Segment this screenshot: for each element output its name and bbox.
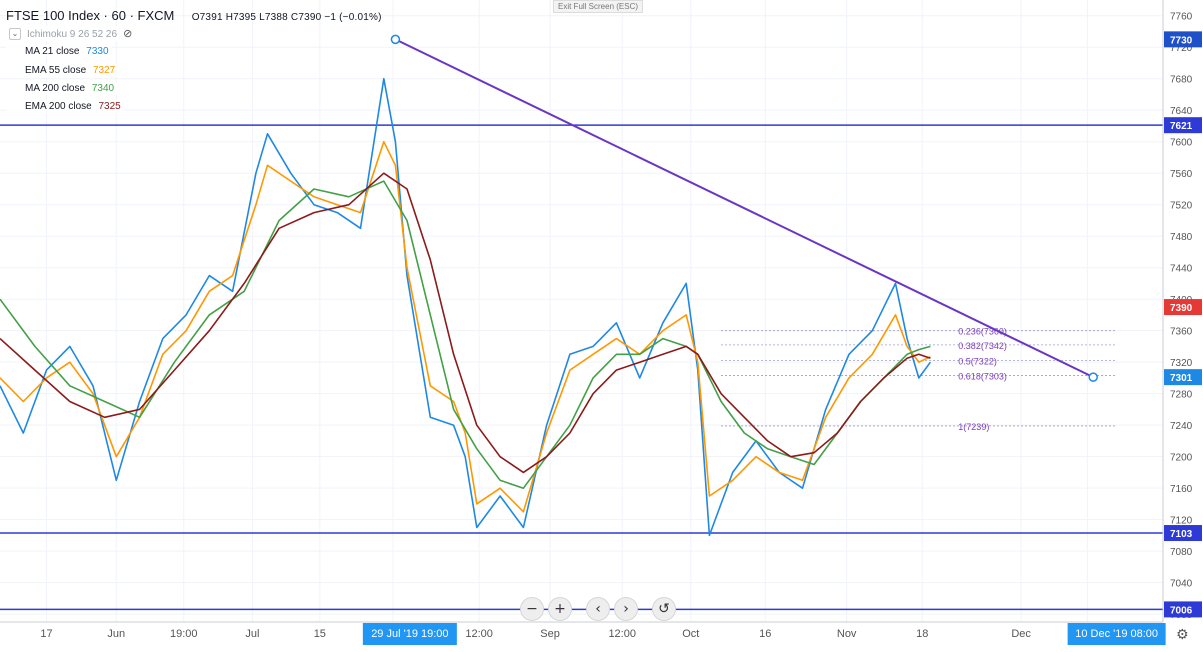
time-tick-label: 17	[40, 628, 52, 640]
ohlc-readout: O7391 H7395 L7388 C7390 −1 (−0.01%)	[191, 12, 382, 23]
scroll-left-button[interactable]: ‹	[586, 597, 610, 621]
indicator-label: EMA 55 close	[25, 65, 87, 76]
price-tick-label: 7320	[1170, 358, 1193, 369]
trendline[interactable]	[390, 34, 1098, 382]
price-tick-label: 7440	[1170, 264, 1193, 275]
price-tick-label: 7600	[1170, 138, 1193, 149]
price-tick-label: 7560	[1170, 169, 1193, 180]
time-badge: 10 Dec '19 08:00	[1075, 628, 1158, 640]
time-tick-label: 16	[759, 628, 771, 640]
chevron-down-icon[interactable]: ⌄	[9, 28, 21, 41]
time-tick-label: 18	[916, 628, 928, 640]
level-price-badge-bg	[1164, 525, 1202, 542]
exit-fullscreen-button[interactable]: Exit Full Screen (ESC)	[553, 0, 644, 13]
fib-level-label: 0.382(7342)	[958, 341, 1007, 351]
zoom-in-button[interactable]: +	[548, 597, 572, 621]
chart-navigation: − + ‹ › ↺	[520, 596, 680, 622]
time-badge-bg	[1067, 623, 1166, 645]
indicator-value: 7340	[91, 83, 115, 94]
series-line	[0, 77, 932, 537]
time-tick-label: 12:00	[465, 628, 493, 640]
trend-start-price-badge: 7730	[1170, 35, 1193, 46]
gear-icon[interactable]: ⚙	[1176, 627, 1189, 643]
price-tick-label: 7160	[1170, 484, 1193, 495]
level-price-badge-bg	[1164, 117, 1202, 134]
trendline-start-handle	[390, 34, 401, 45]
time-tick-label: Jul	[245, 628, 259, 640]
level-price-badge: 7103	[1170, 529, 1193, 540]
symbol-title[interactable]: FTSE 100 Index · 60 · FXCM	[6, 8, 175, 23]
crosshair-time-badge-bg	[362, 623, 457, 645]
price-tick-label: 7680	[1170, 75, 1193, 86]
trendline-line	[394, 38, 1094, 379]
horizontal-levels[interactable]	[0, 124, 1163, 611]
level-price-badge: 7621	[1170, 121, 1193, 132]
time-tick-label: 15	[314, 628, 326, 640]
time-tick-label: Nov	[837, 628, 857, 640]
indicator-value: 7330	[86, 46, 109, 57]
indicator-label: EMA 200 close	[25, 101, 92, 112]
indicator-label: MA 200 close	[25, 83, 86, 94]
trendline-end-handle	[1088, 372, 1098, 382]
price-tick-label: 7240	[1170, 421, 1193, 432]
fib-level-label: 0.618(7303)	[958, 372, 1007, 382]
price-tick-label: 7200	[1170, 453, 1193, 464]
time-axis-bg	[0, 622, 1203, 652]
indicator-ema200[interactable]: EMA 200 close 7325	[6, 100, 124, 113]
current-price-badge: 7390	[1170, 303, 1193, 314]
price-tick-label: 7080	[1170, 547, 1193, 558]
indicator-value: 7327	[92, 65, 116, 76]
trend-end-price-badge-bg	[1164, 369, 1202, 386]
indicator-ma200[interactable]: MA 200 close 7340	[6, 82, 118, 95]
time-tick-label: Oct	[682, 628, 699, 640]
fib-level-label: 0.236(7360)	[958, 327, 1007, 337]
price-tick-label: 7480	[1170, 232, 1193, 243]
indicator-ma21[interactable]: MA 21 close 7330	[6, 45, 112, 58]
trend-end-price-badge: 7301	[1170, 373, 1193, 384]
price-tick-label: 7720	[1170, 43, 1193, 54]
trend-start-price-badge-bg	[1164, 31, 1202, 48]
time-tick-label: 19:00	[170, 628, 198, 640]
time-tick-label: Dec	[1011, 628, 1031, 640]
price-tick-label: 7120	[1170, 516, 1193, 527]
price-tick-label: 7360	[1170, 327, 1193, 338]
price-axis-bg	[1163, 0, 1203, 652]
indicator-ichimoku[interactable]: ⌄ Ichimoku 9 26 52 26 ⊘	[6, 26, 136, 42]
price-tick-label: 7040	[1170, 579, 1193, 590]
time-tick-label: Sep	[540, 628, 560, 640]
zoom-out-button[interactable]: −	[520, 597, 544, 621]
series-line	[0, 180, 931, 490]
fibonacci-levels[interactable]: 0.236(7360) 0.382(7342) 0.5(7322) 0.618(730…	[721, 327, 1117, 432]
price-tick-label: 7760	[1170, 12, 1193, 23]
price-tick-label: 7520	[1170, 201, 1193, 212]
reset-chart-button[interactable]: ↺	[652, 597, 676, 621]
hidden-eye-icon[interactable]: ⊘	[123, 28, 133, 40]
price-tick-label: 7280	[1170, 390, 1193, 401]
scroll-right-button[interactable]: ›	[614, 597, 638, 621]
price-axis[interactable]: 7760772076807640760075607520748074407400…	[1162, 0, 1203, 652]
series-lines	[0, 77, 932, 537]
fib-level-label: 0.5(7322)	[958, 357, 997, 367]
time-tick-label: Jun	[107, 628, 125, 640]
grid	[0, 0, 1163, 622]
level-price-badge-bg	[1164, 601, 1202, 618]
symbol-header[interactable]: FTSE 100 Index · 60 · FXCM O7391 H7395 L…	[6, 8, 382, 23]
current-price-badge-bg	[1164, 299, 1202, 316]
time-axis[interactable]: 29 Jul '19 19:00 10 Dec '19 08:00 17 Jun 19:…	[0, 621, 1203, 652]
series-line	[0, 140, 931, 513]
crosshair-time-badge: 29 Jul '19 19:00	[371, 628, 448, 640]
indicator-label: Ichimoku 9 26 52 26	[27, 29, 118, 40]
indicator-value: 7325	[98, 101, 121, 112]
level-price-badge: 7006	[1170, 605, 1193, 616]
time-tick-label: 12:00	[608, 628, 636, 640]
indicator-label: MA 21 close	[25, 46, 80, 57]
price-tick-label: 7640	[1170, 106, 1193, 117]
fib-level-label: 1(7239)	[958, 422, 989, 432]
series-line	[0, 172, 931, 474]
indicator-ema55[interactable]: EMA 55 close 7327	[6, 64, 119, 77]
